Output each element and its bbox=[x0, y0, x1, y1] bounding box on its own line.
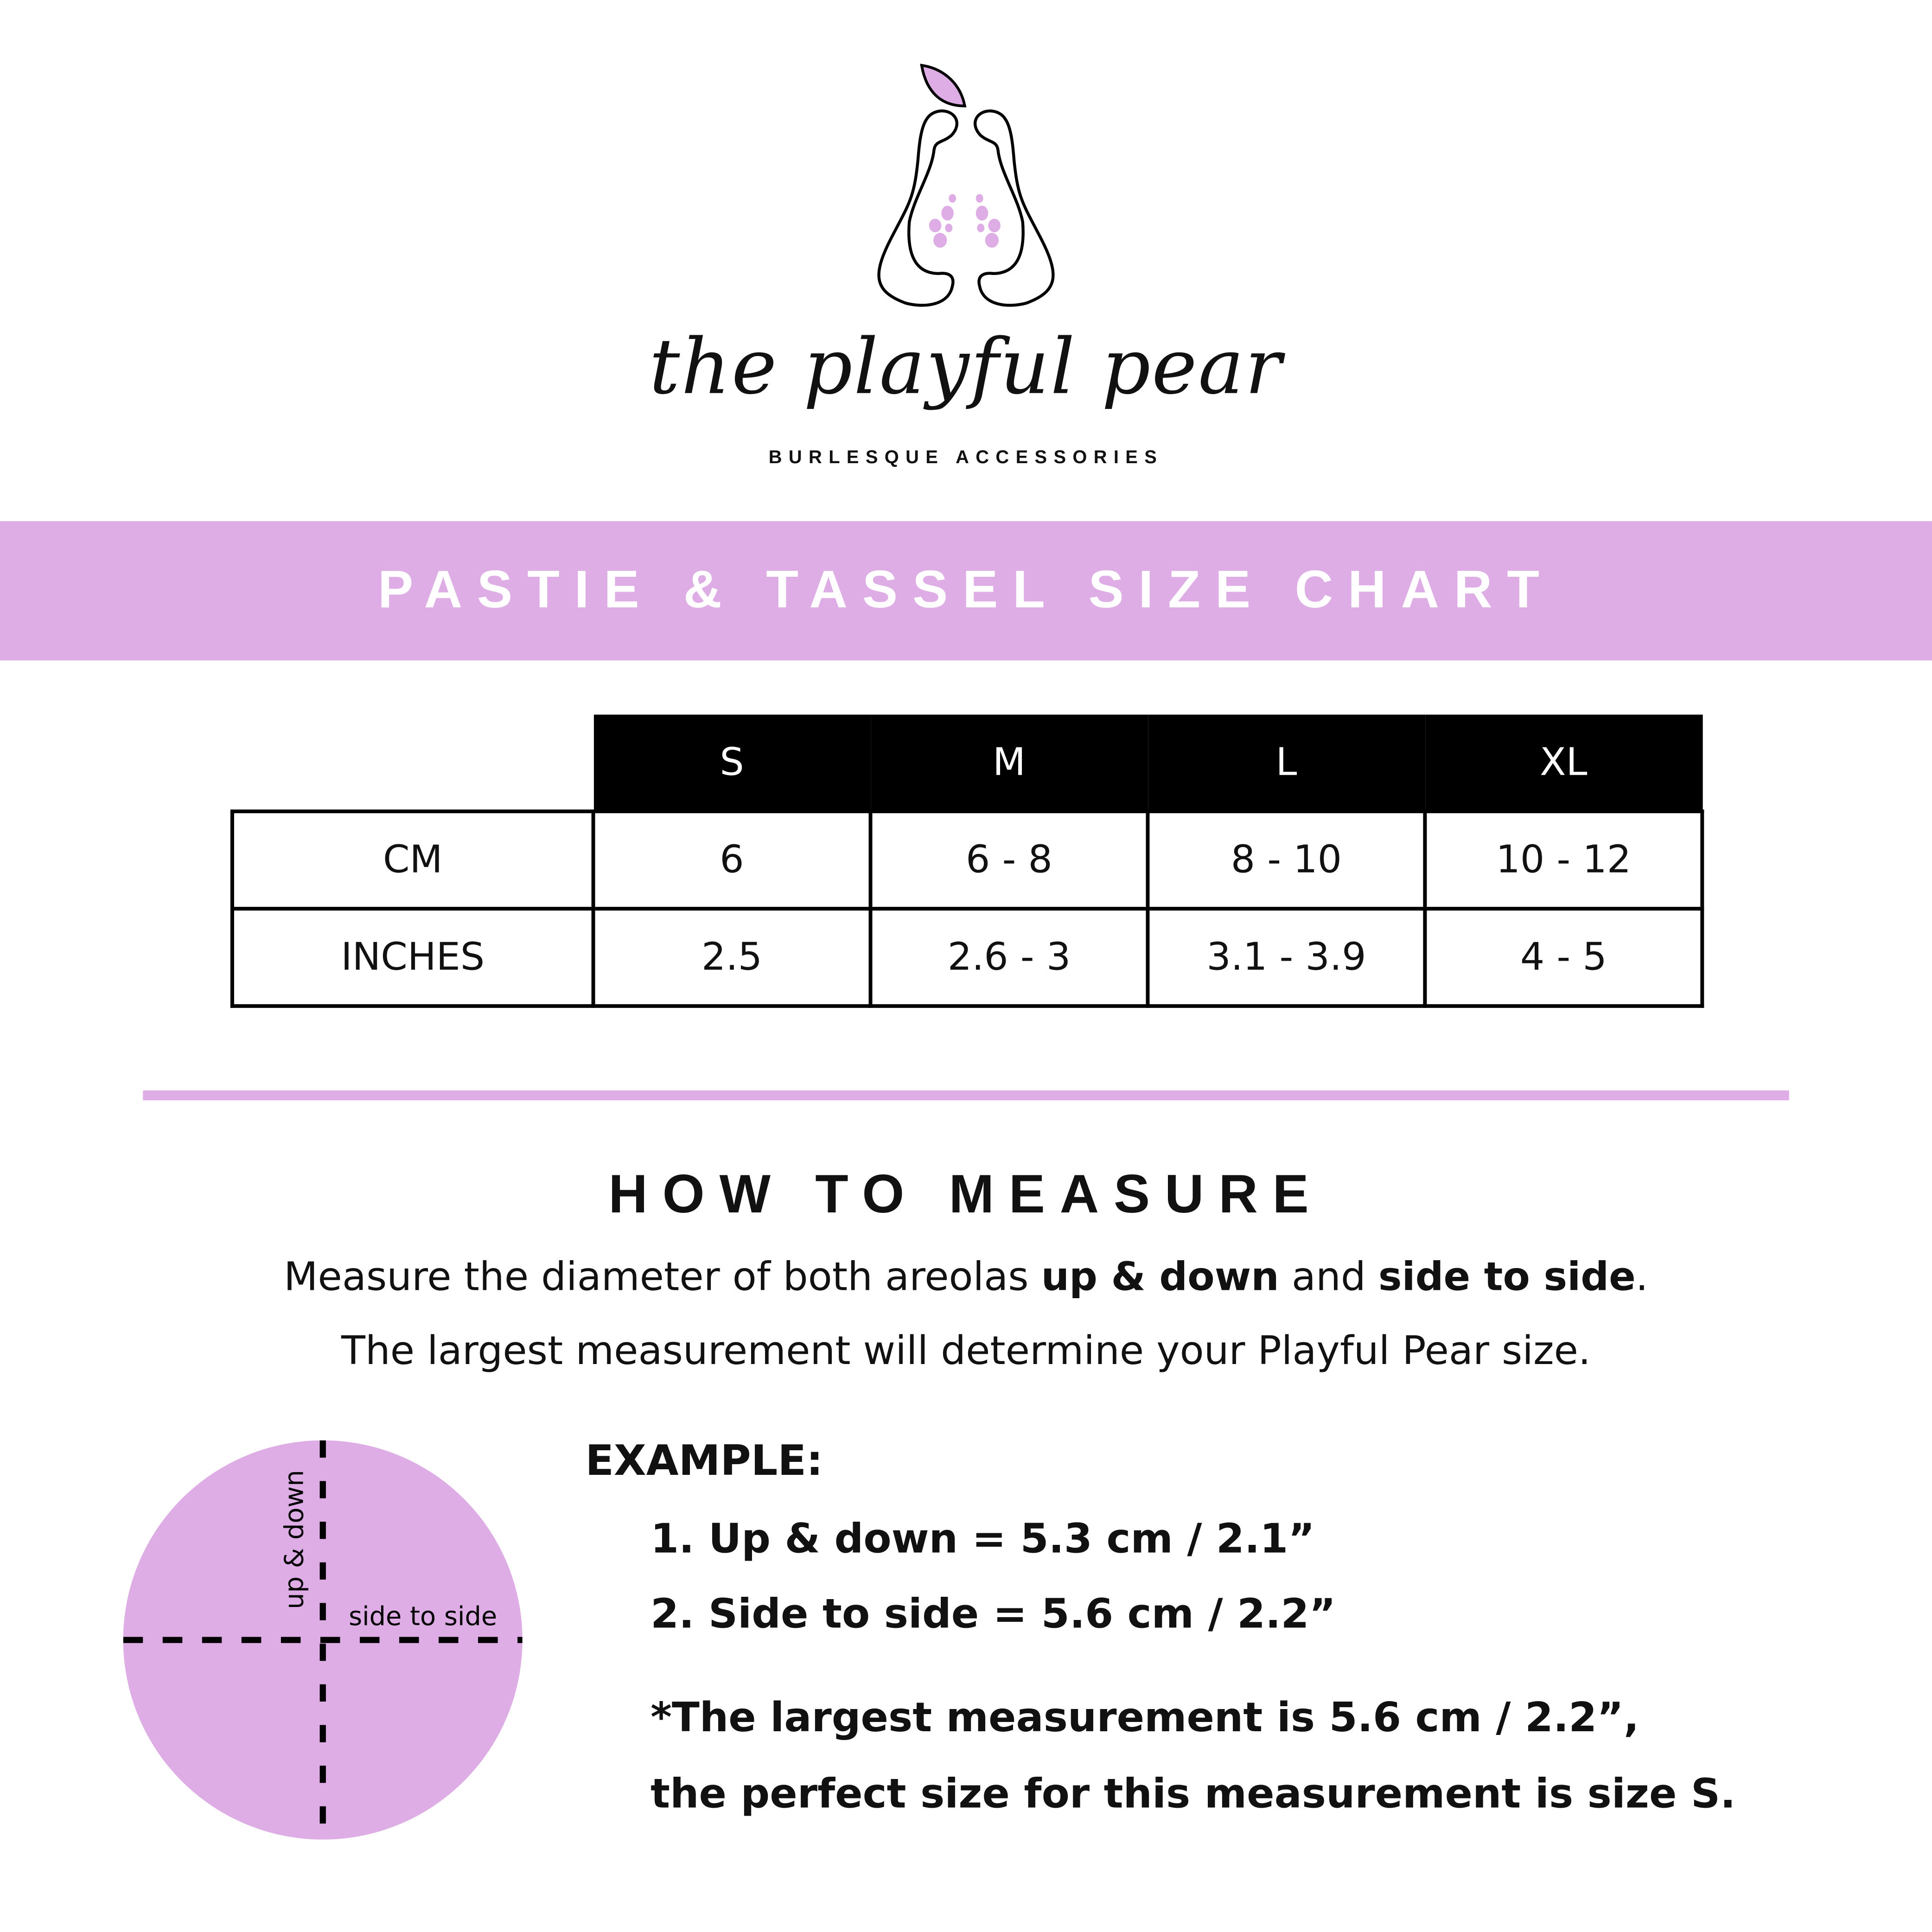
example-item: 2. Side to side = 5.6 cm / 2.2” bbox=[650, 1589, 1336, 1638]
header-size-xl: XL bbox=[1425, 714, 1702, 811]
divider bbox=[143, 1090, 1789, 1101]
table-header-row: S M L XL bbox=[232, 714, 1702, 811]
header-size-m: M bbox=[870, 714, 1148, 811]
table-cell: 2.5 bbox=[591, 906, 873, 1008]
example-note-line-2: the perfect size for this measurement is… bbox=[650, 1769, 1736, 1817]
emphasis-up-down: up & down bbox=[1041, 1253, 1279, 1300]
dots-icon bbox=[929, 194, 1001, 248]
instruction-line-2: The largest measurement will determine y… bbox=[341, 1327, 1591, 1374]
pear-logo-icon bbox=[877, 64, 1055, 307]
text: and bbox=[1279, 1253, 1378, 1300]
size-table: S M L XL CM 6 6 - 8 8 - 10 10 - 12 INCHE… bbox=[230, 714, 1704, 1008]
title-banner: PASTIE & TASSEL SIZE CHART bbox=[0, 521, 1932, 661]
header-size-s: S bbox=[593, 714, 871, 811]
up-down-label: up & down bbox=[280, 1470, 310, 1609]
text: Measure the diameter of both areolas bbox=[284, 1253, 1041, 1300]
table-cell: 3.1 - 3.9 bbox=[1146, 906, 1427, 1008]
table-cell: 8 - 10 bbox=[1146, 809, 1427, 911]
text: . bbox=[1635, 1253, 1648, 1300]
measure-diagram: up & down side to side bbox=[123, 1440, 523, 1840]
header-size-l: L bbox=[1148, 714, 1425, 811]
row-label: INCHES bbox=[230, 906, 595, 1008]
table-cell: 4 - 5 bbox=[1423, 906, 1704, 1008]
table-cell: 6 - 8 bbox=[868, 809, 1150, 911]
table-cell: 2.6 - 3 bbox=[868, 906, 1150, 1008]
emphasis-side-to-side: side to side bbox=[1378, 1253, 1636, 1300]
side-to-side-label: side to side bbox=[349, 1601, 497, 1632]
example-item: 1. Up & down = 5.3 cm / 2.1” bbox=[650, 1514, 1315, 1562]
section-heading: HOW TO MEASURE bbox=[608, 1164, 1324, 1225]
leaf-icon bbox=[920, 64, 967, 108]
table-cell: 10 - 12 bbox=[1423, 809, 1704, 911]
pear-half-left bbox=[877, 109, 958, 307]
brand-tagline: BURLESQUE ACCESSORIES bbox=[768, 447, 1164, 468]
page-title: PASTIE & TASSEL SIZE CHART bbox=[377, 561, 1554, 620]
instruction-line-1: Measure the diameter of both areolas up … bbox=[0, 1253, 1932, 1300]
row-label: CM bbox=[230, 809, 595, 911]
pear-half-right bbox=[974, 109, 1055, 307]
table-row: INCHES 2.5 2.6 - 3 3.1 - 3.9 4 - 5 bbox=[230, 906, 1704, 1008]
example-note-line-1: *The largest measurement is 5.6 cm / 2.2… bbox=[650, 1693, 1639, 1741]
header-blank bbox=[232, 714, 593, 811]
table-cell: 6 bbox=[591, 809, 873, 911]
brand-script-name: the playful pear bbox=[649, 321, 1283, 412]
table-row: CM 6 6 - 8 8 - 10 10 - 12 bbox=[230, 809, 1704, 911]
example-label: EXAMPLE: bbox=[585, 1436, 823, 1486]
